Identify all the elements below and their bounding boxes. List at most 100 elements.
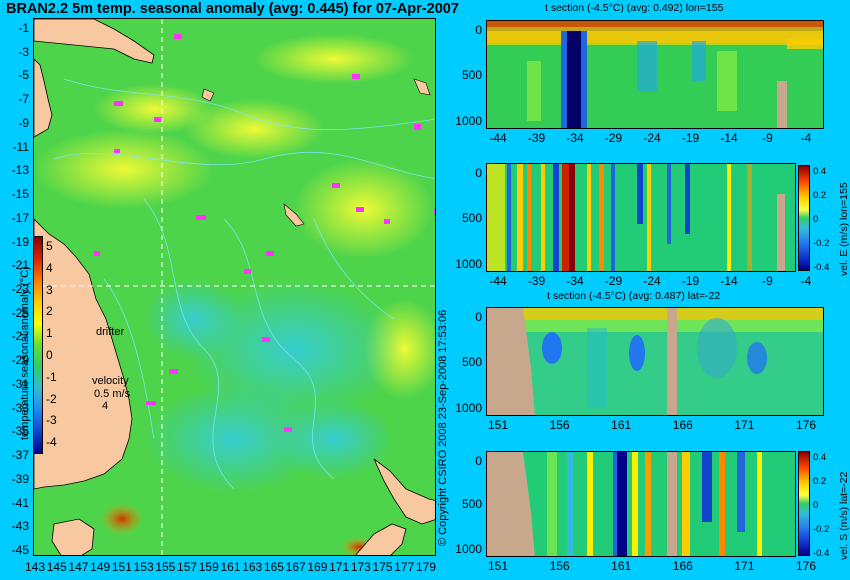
main-title: BRAN2.2 5m temp. seasonal anomaly (avg: … xyxy=(6,1,459,17)
map-x-tick: 173 xyxy=(350,560,371,574)
panel3-y-ticks: 0 500 1000 xyxy=(440,307,484,419)
map-y-tick: -27 xyxy=(11,329,29,344)
panel-x-tick: 161 xyxy=(611,418,632,432)
map-y-tick: -35 xyxy=(11,424,29,439)
panel-x-tick: -34 xyxy=(566,131,584,145)
australia-land xyxy=(34,218,133,490)
panel-x-tick: -9 xyxy=(762,131,773,145)
map-y-tick: -33 xyxy=(11,400,29,415)
panel-x-tick: 151 xyxy=(487,418,509,432)
panel-x-tick: -44 xyxy=(489,274,507,288)
map-colorbar xyxy=(33,236,43,454)
panel-x-tick: -14 xyxy=(720,274,738,288)
panel2-x-ticks: -44 -39 -34 -29 -24 -19 -14 -9 -4 xyxy=(486,275,836,291)
map-y-tick: -25 xyxy=(11,305,29,320)
map-panel: drifter velocity 0.5 m/s 4 xyxy=(33,18,436,556)
map-x-tick: 175 xyxy=(372,560,393,574)
colorbar-tick: -0.2 xyxy=(813,524,830,535)
map-colorbar-tick: -4 xyxy=(46,435,57,450)
tasmania-land xyxy=(51,518,95,555)
map-y-tick: -43 xyxy=(11,519,29,534)
map-y-tick: -29 xyxy=(11,353,29,368)
map-y-tick: -31 xyxy=(11,376,29,391)
map-colorbar-tick: 0 xyxy=(46,348,53,362)
map-x-tick: 163 xyxy=(242,560,263,574)
panel3-x-ticks: 151 156 161 166 171 176 xyxy=(486,419,836,435)
map-colorbar-tick: 5 xyxy=(46,239,53,253)
map-x-tick: 157 xyxy=(177,560,198,574)
panel-x-tick: -9 xyxy=(762,274,773,288)
map-x-tick: 159 xyxy=(198,560,219,574)
panel-y-tick: 500 xyxy=(461,354,482,369)
panel-x-tick: -24 xyxy=(643,131,661,145)
map-colorbar-tick: 3 xyxy=(46,282,53,297)
panel-x-tick: 156 xyxy=(549,418,570,432)
panel2-y-ticks: 0 500 1000 xyxy=(440,163,484,275)
panel-x-tick: -44 xyxy=(489,131,507,145)
map-y-tick: -41 xyxy=(11,495,29,510)
anomaly-warm xyxy=(254,34,414,84)
map-y-tick: -17 xyxy=(11,210,29,225)
map-x-tick: 149 xyxy=(90,560,111,574)
colorbar-tick: 0.4 xyxy=(813,452,827,463)
anomaly-cool xyxy=(144,279,244,359)
vel-e-lon-panel xyxy=(486,163,796,272)
anomaly-hot xyxy=(100,503,144,535)
map-colorbar-tick: -2 xyxy=(46,391,57,406)
island xyxy=(283,203,305,227)
panel-y-tick: 0 xyxy=(475,454,482,468)
map-y-tick: -1 xyxy=(18,21,29,35)
vel-s-colorbar-ticks: 0.4 0.2 0 -0.2 -0.4 xyxy=(812,451,842,561)
panel-x-tick: -39 xyxy=(527,274,546,288)
map-colorbar-ticks: 5 4 3 2 1 0 -1 -2 -3 -4 xyxy=(45,236,65,456)
map-colorbar-tick: 4 xyxy=(46,260,53,275)
panel-y-tick: 0 xyxy=(475,310,482,324)
colorbar-tick: -0.4 xyxy=(813,548,830,559)
colorbar-tick: -0.4 xyxy=(813,262,830,273)
panel-x-tick: -4 xyxy=(800,274,812,288)
panel-x-tick: -29 xyxy=(604,131,623,145)
bathymetry-contours xyxy=(53,78,435,490)
map-x-tick: 177 xyxy=(394,560,415,574)
anomaly-warm xyxy=(94,84,214,134)
panel1-y-ticks: 0 500 1000 xyxy=(440,20,484,132)
panel-y-tick: 1000 xyxy=(455,401,482,415)
panel-x-tick: -19 xyxy=(681,274,700,288)
drifter-markers xyxy=(94,34,435,432)
cape-york-land xyxy=(34,58,53,138)
map-colorbar-tick: -3 xyxy=(46,413,57,428)
anomaly-warm xyxy=(34,129,214,209)
map-colorbar-tick: 2 xyxy=(46,304,53,319)
panel-x-tick: -4 xyxy=(800,131,812,145)
vel-e-colorbar xyxy=(798,165,810,271)
nz-north-land xyxy=(373,458,435,525)
nz-south-land xyxy=(355,523,407,555)
map-y-tick: -23 xyxy=(11,282,29,296)
map-y-tick: -19 xyxy=(11,234,29,249)
map-x-tick: 161 xyxy=(220,560,241,574)
map-y-tick: -11 xyxy=(12,139,29,154)
map-x-tick: 171 xyxy=(329,560,350,574)
map-y-tick: -39 xyxy=(11,471,29,486)
panel1-title: t section (-4.5°C) (avg: 0.492) lon=155 xyxy=(545,2,724,14)
vel-e-colorbar-label: vel. E (m/s) lon=155 xyxy=(838,182,850,276)
t-section-lat-svg xyxy=(487,308,823,415)
t-section-lat-panel xyxy=(486,307,824,416)
map-y-tick: -3 xyxy=(18,44,29,59)
panel-y-tick: 500 xyxy=(461,210,482,225)
panel-y-tick: 0 xyxy=(475,23,482,37)
map-x-tick: 147 xyxy=(68,560,89,574)
panel-x-tick: -24 xyxy=(643,274,661,288)
map-x-tick: 169 xyxy=(307,560,328,574)
panel-x-tick: -39 xyxy=(527,131,546,145)
anomaly-cool xyxy=(274,399,394,479)
anomaly-warm xyxy=(184,99,324,159)
panel-y-tick: 500 xyxy=(461,67,482,82)
panel-x-tick: 161 xyxy=(611,559,632,573)
panel3-title: t section (-4.5°C) (avg: 0.487) lat=-22 xyxy=(547,290,721,302)
land-mask xyxy=(487,308,535,415)
map-y-ticks: -1 -3 -5 -7 -9 -11 -13 -15 -17 -19 -21 -23 -25 -27 -29… xyxy=(0,18,32,558)
velocity-label: velocity xyxy=(92,375,129,387)
vel-s-lat-svg xyxy=(487,452,795,556)
velocity-scale-2: 4 xyxy=(102,400,108,412)
